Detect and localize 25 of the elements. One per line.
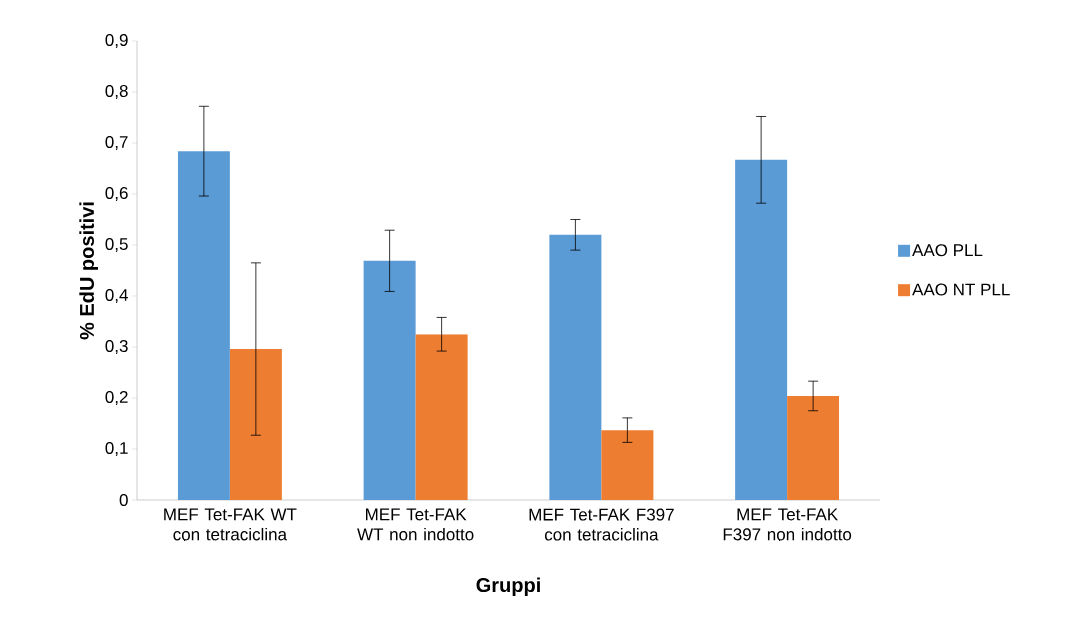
x-tick-label: MEF Tet-FAK WT con tetraciclina: [164, 508, 297, 541]
bar: [549, 234, 602, 500]
x-tick-label: MEF Tet-FAK WT non indotto: [357, 508, 474, 541]
y-tick-label: 0,8: [105, 84, 128, 100]
legend-label: AAO NT PLL: [912, 283, 1010, 296]
bar: [363, 260, 416, 500]
y-tick-label: 0: [119, 493, 128, 507]
bar: [415, 334, 468, 500]
x-tick-label: MEF Tet-FAK F397 non indotto: [723, 508, 852, 541]
y-tick-label: 0,6: [105, 186, 128, 202]
y-axis-title: % EdU positivi: [79, 202, 98, 340]
y-tick-label: 0,9: [105, 33, 128, 49]
x-axis-title: Gruppi: [476, 577, 540, 597]
bar: [735, 159, 788, 500]
y-tick-label: 0,3: [105, 339, 128, 355]
x-tick-label: MEF Tet-FAK F397 con tetraciclina: [529, 508, 674, 541]
y-tick-label: 0,4: [105, 288, 128, 304]
y-tick-label: 0,5: [105, 237, 128, 253]
y-tick-label: 0,2: [105, 390, 128, 406]
bar: [787, 395, 840, 500]
y-tick-label: 0,7: [105, 135, 128, 151]
bar: [601, 430, 654, 500]
y-tick-label: 0,1: [105, 441, 128, 457]
legend-label: AAO PLL: [912, 244, 983, 257]
bar: [177, 151, 230, 500]
